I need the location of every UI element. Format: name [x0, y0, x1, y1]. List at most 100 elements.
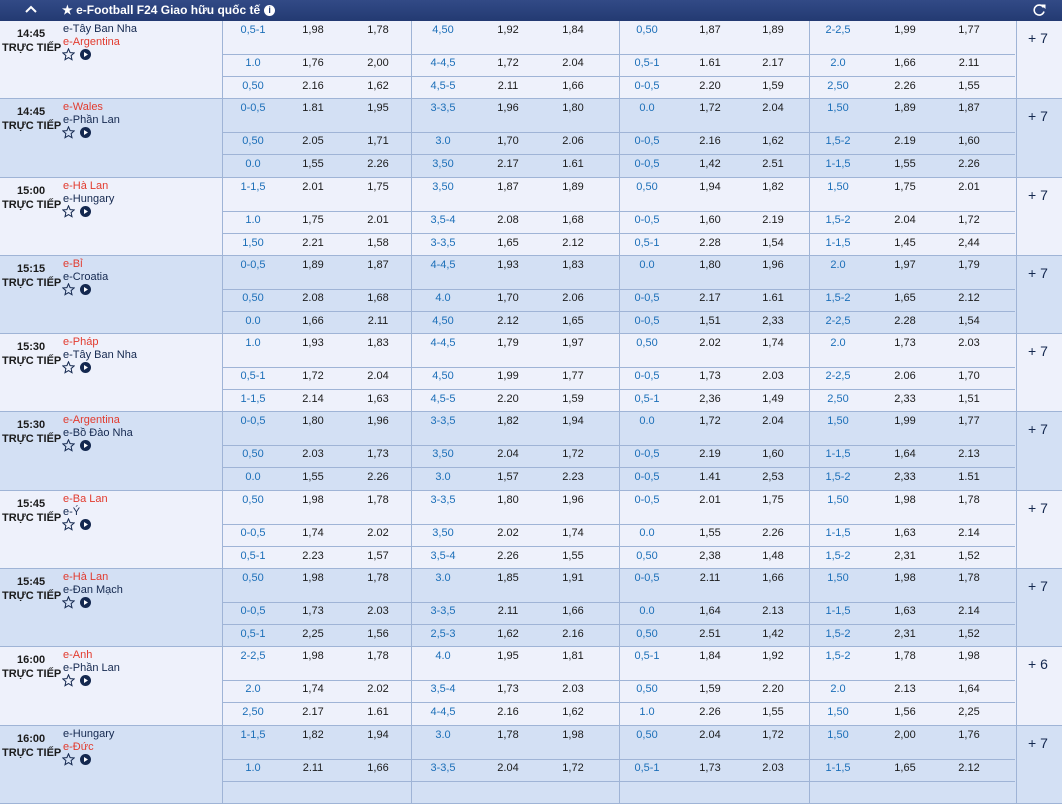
- odds-value[interactable]: 1,68: [367, 291, 389, 304]
- odds-value[interactable]: 1,87: [699, 24, 721, 36]
- play-icon[interactable]: [80, 518, 91, 530]
- odds-value[interactable]: 1,93: [302, 337, 324, 350]
- odds-value[interactable]: 1,78: [894, 650, 916, 663]
- odds-value[interactable]: 1,60: [958, 135, 980, 148]
- odds-value[interactable]: 2.23: [562, 471, 584, 484]
- odds-value[interactable]: 1,81: [562, 650, 584, 663]
- odds-value[interactable]: 1,55: [894, 158, 916, 171]
- play-icon[interactable]: [80, 597, 91, 609]
- odds-value[interactable]: 2.16: [699, 135, 721, 148]
- play-icon[interactable]: [80, 440, 91, 452]
- info-icon[interactable]: i: [264, 5, 276, 16]
- more-markets[interactable]: + 7: [1016, 21, 1062, 99]
- odds-value[interactable]: 1,65: [562, 314, 584, 327]
- odds-value[interactable]: 1.61: [367, 706, 389, 719]
- odds-value[interactable]: 1,98: [562, 728, 584, 741]
- odds-value[interactable]: 2.02: [699, 337, 721, 350]
- odds-value[interactable]: 1,72: [958, 213, 980, 226]
- odds-value[interactable]: 1,70: [958, 370, 980, 383]
- odds-value[interactable]: 2.08: [497, 213, 519, 226]
- odds-value[interactable]: 1,95: [367, 102, 389, 115]
- odds-value[interactable]: 2.04: [762, 415, 784, 428]
- star-icon[interactable]: [62, 439, 75, 453]
- odds-value[interactable]: 1,73: [367, 448, 389, 461]
- odds-value[interactable]: 1,74: [562, 526, 584, 539]
- odds-value[interactable]: 2.17: [699, 291, 721, 304]
- odds-value[interactable]: 2.23: [302, 549, 324, 562]
- more-markets[interactable]: + 7: [1016, 490, 1062, 569]
- odds-value[interactable]: 1,93: [497, 258, 519, 271]
- star-icon[interactable]: [62, 126, 75, 140]
- odds-value[interactable]: 1,62: [367, 80, 389, 92]
- odds-value[interactable]: 2.02: [367, 683, 389, 696]
- odds-value[interactable]: 2.04: [762, 102, 784, 115]
- odds-value[interactable]: 2,00: [367, 57, 389, 69]
- odds-value[interactable]: 1,55: [302, 471, 324, 484]
- odds-value[interactable]: 1,52: [958, 628, 980, 641]
- odds-value[interactable]: 1,48: [762, 549, 784, 562]
- more-markets-button[interactable]: + 7: [1028, 734, 1048, 751]
- odds-value[interactable]: 1,94: [562, 415, 584, 428]
- odds-value[interactable]: 2.26: [699, 706, 721, 719]
- odds-value[interactable]: 1,68: [562, 213, 584, 226]
- odds-value[interactable]: 1,75: [894, 180, 916, 193]
- odds-value[interactable]: 2.17: [762, 57, 784, 69]
- odds-value[interactable]: 1.41: [699, 471, 721, 484]
- more-markets-button[interactable]: + 7: [1028, 186, 1048, 203]
- odds-value[interactable]: 1,55: [302, 158, 324, 171]
- star-icon[interactable]: [62, 204, 75, 218]
- odds-value[interactable]: 1,57: [497, 471, 519, 484]
- odds-value[interactable]: 2.13: [894, 683, 916, 696]
- odds-value[interactable]: 2.06: [562, 135, 584, 148]
- odds-value[interactable]: 1,94: [699, 180, 721, 193]
- odds-value[interactable]: 1,92: [762, 650, 784, 663]
- odds-value[interactable]: 1,51: [699, 314, 721, 327]
- team2-name[interactable]: e-Tây Ban Nha: [63, 349, 137, 362]
- odds-value[interactable]: 1,98: [302, 650, 324, 663]
- more-markets[interactable]: + 6: [1016, 647, 1062, 725]
- odds-value[interactable]: 2.20: [699, 80, 721, 92]
- more-markets-button[interactable]: + 7: [1028, 264, 1048, 281]
- odds-value[interactable]: 2,36: [699, 393, 721, 406]
- odds-value[interactable]: 1,72: [302, 370, 324, 383]
- odds-value[interactable]: 2.21: [302, 236, 324, 249]
- odds-value[interactable]: 1,76: [302, 57, 324, 69]
- odds-value[interactable]: 1,78: [958, 493, 980, 506]
- odds-value[interactable]: 1,97: [894, 258, 916, 271]
- odds-value[interactable]: 2.12: [958, 761, 980, 774]
- odds-value[interactable]: 1,66: [762, 572, 784, 585]
- odds-value[interactable]: 1,78: [367, 493, 389, 506]
- odds-value[interactable]: 1,75: [367, 180, 389, 193]
- odds-value[interactable]: 1,96: [367, 415, 389, 428]
- odds-value[interactable]: 1,80: [562, 102, 584, 115]
- team1-name[interactable]: e-Argentina: [63, 414, 120, 427]
- odds-value[interactable]: 1,78: [367, 572, 389, 585]
- star-icon[interactable]: [62, 361, 75, 374]
- odds-value[interactable]: 1,98: [302, 572, 324, 585]
- odds-value[interactable]: 2.03: [762, 370, 784, 383]
- star-icon[interactable]: [62, 596, 75, 609]
- odds-value[interactable]: 2.26: [958, 158, 980, 171]
- odds-value[interactable]: 1,96: [497, 102, 519, 115]
- odds-value[interactable]: 1,57: [367, 549, 389, 562]
- odds-value[interactable]: 1,70: [497, 135, 519, 148]
- odds-value[interactable]: 2,00: [894, 728, 916, 741]
- more-markets[interactable]: + 7: [1016, 255, 1062, 334]
- odds-value[interactable]: 1,80: [302, 415, 324, 428]
- odds-value[interactable]: 1,73: [699, 761, 721, 774]
- odds-value[interactable]: 1.61: [762, 291, 784, 304]
- odds-value[interactable]: 2.04: [699, 728, 721, 741]
- odds-value[interactable]: 1,55: [762, 706, 784, 719]
- odds-value[interactable]: 1,72: [497, 57, 519, 69]
- odds-value[interactable]: 2.12: [497, 314, 519, 327]
- play-icon[interactable]: [80, 362, 91, 374]
- more-markets[interactable]: + 7: [1016, 99, 1062, 177]
- odds-value[interactable]: 1,62: [497, 628, 519, 641]
- odds-value[interactable]: 1,87: [497, 180, 519, 193]
- team2-name[interactable]: e-Phần Lan: [63, 114, 120, 127]
- odds-value[interactable]: 2.19: [762, 213, 784, 226]
- odds-value[interactable]: 1,74: [302, 683, 324, 696]
- odds-value[interactable]: 1,64: [699, 605, 721, 618]
- odds-value[interactable]: 1,58: [367, 236, 389, 249]
- odds-value[interactable]: 2.13: [958, 448, 980, 461]
